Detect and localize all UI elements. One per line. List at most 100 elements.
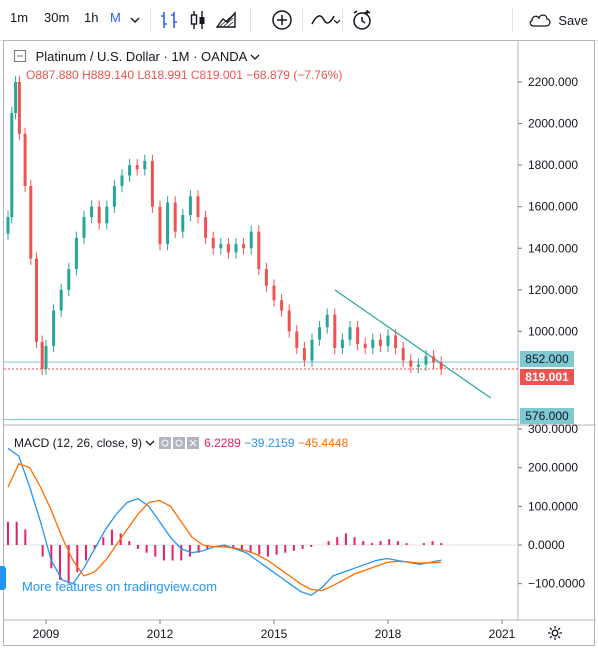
candle-body — [14, 82, 18, 114]
chart-frame — [3, 40, 595, 646]
gear-icon[interactable] — [547, 625, 563, 641]
candle-body — [340, 339, 344, 349]
candle-body — [439, 362, 443, 369]
candle-body — [67, 269, 71, 290]
price-tag-852: 852.000 — [520, 351, 574, 367]
price-tag-last: 819.001 — [520, 369, 574, 385]
macd-tick-label: −100.0000 — [528, 577, 585, 591]
macd-histogram-value: 6.2289 — [204, 436, 241, 450]
candle-body — [310, 339, 314, 361]
price-tick-label: 1000.000 — [528, 324, 578, 338]
candle-body — [356, 327, 360, 344]
price-tick-label: 1400.000 — [528, 241, 578, 255]
candle-body — [112, 185, 116, 207]
candle-body — [432, 356, 436, 363]
candle-body — [35, 258, 38, 342]
time-tick-label: 2021 — [489, 627, 516, 641]
candle-body — [40, 341, 44, 369]
candles-icon[interactable] — [186, 8, 210, 32]
interval-1m[interactable]: 1m — [10, 10, 29, 25]
candle-body — [29, 185, 33, 259]
alert-clock-icon[interactable] — [350, 8, 374, 32]
save-button[interactable]: Save — [528, 8, 588, 32]
area-chart-icon[interactable] — [214, 8, 238, 32]
symbol-legend: Platinum / U.S. Dollar · 1M · OANDA — [14, 49, 260, 64]
candle-body — [105, 206, 109, 224]
candle-body — [424, 356, 428, 365]
candle-body — [325, 314, 329, 328]
bar-chart-icon[interactable] — [158, 8, 182, 32]
macd-title[interactable]: MACD (12, 26, close, 9) — [14, 436, 143, 450]
macd-line-value: −39.2159 — [244, 436, 295, 450]
candle-body — [188, 196, 192, 216]
signal-line — [7, 462, 442, 592]
candle-body — [82, 217, 86, 238]
candle-body — [234, 244, 238, 253]
candle-body — [59, 289, 63, 311]
candle-body — [242, 244, 246, 249]
time-tick-label: 2009 — [33, 627, 60, 641]
candle-body — [173, 202, 177, 232]
candle-body — [211, 237, 215, 249]
symbol-title[interactable]: Platinum / U.S. Dollar · 1M · OANDA — [35, 49, 247, 64]
candle-body — [6, 217, 10, 234]
chevron-down-icon[interactable] — [250, 53, 260, 61]
interval-30m[interactable]: 30m — [44, 10, 70, 25]
macd-signal-value: −45.4448 — [297, 436, 349, 450]
candle-body — [287, 310, 291, 332]
candle-body — [394, 335, 398, 349]
macd-legend: MACD (12, 26, close, 9) 6.2289 −39.2159 … — [14, 436, 348, 450]
candle-body — [280, 300, 284, 311]
candle-body — [371, 339, 375, 349]
candle-body — [150, 160, 154, 207]
chevron-down-icon[interactable] — [130, 16, 140, 24]
indicators-icon[interactable] — [310, 8, 340, 32]
chevron-down-icon[interactable] — [145, 439, 155, 447]
candle-body — [302, 348, 306, 361]
candle-body — [378, 339, 382, 346]
candle-body — [401, 348, 405, 361]
candle-body — [143, 160, 147, 170]
promo-tab[interactable] — [0, 566, 6, 590]
indicator-controls-icon[interactable] — [158, 437, 201, 449]
candle-body — [249, 231, 253, 249]
candle-body — [219, 244, 223, 249]
candle-body — [52, 310, 56, 346]
collapse-legend-icon[interactable] — [14, 50, 26, 62]
candle-body — [90, 206, 94, 218]
top-toolbar: 1m 30m 1h M Save — [0, 0, 598, 41]
candle-body — [257, 231, 261, 270]
price-tick-label: 1600.000 — [528, 200, 578, 214]
macd-line — [7, 447, 442, 597]
candle-body — [409, 360, 413, 367]
price-tick-label: 2000.000 — [528, 117, 578, 131]
candle-body — [120, 175, 124, 186]
add-indicator-icon[interactable] — [270, 8, 294, 32]
candle-body — [204, 217, 208, 238]
promo-link[interactable]: More features on tradingview.com — [22, 579, 218, 594]
price-tick-label: 1200.000 — [528, 283, 578, 297]
candle-body — [97, 206, 101, 224]
candle-body — [348, 327, 352, 340]
interval-monthly[interactable]: M — [110, 10, 121, 25]
macd-tick-label: 200.0000 — [528, 461, 578, 475]
candle-body — [10, 113, 14, 218]
time-tick-label: 2012 — [147, 627, 174, 641]
candle-body — [264, 269, 268, 286]
candle-body — [158, 206, 162, 245]
candle-body — [166, 202, 170, 245]
ohlc-high: H889.140 — [82, 68, 135, 82]
price-tick-label: 2200.000 — [528, 75, 578, 89]
interval-1h[interactable]: 1h — [84, 10, 99, 25]
candle-body — [226, 244, 230, 253]
ohlc-close: C819.001 — [190, 68, 243, 82]
save-label: Save — [558, 12, 588, 28]
price-tag-576: 576.000 — [520, 408, 574, 424]
time-tick-label: 2018 — [375, 627, 402, 641]
ohlc-values: O887.880 H889.140 L818.991 C819.001 −68.… — [26, 68, 342, 82]
candle-body — [74, 237, 78, 270]
candle-body — [295, 331, 299, 349]
candle-body — [23, 133, 27, 186]
ohlc-open: O887.880 — [26, 68, 79, 82]
